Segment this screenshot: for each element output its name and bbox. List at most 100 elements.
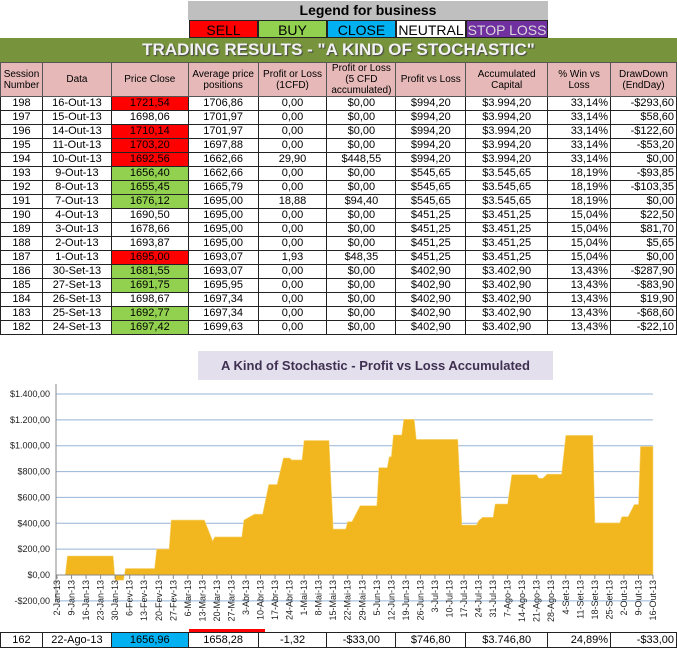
x-tick-label: 27-Mar-13: [226, 580, 236, 622]
cell: 1701,97: [187, 110, 259, 125]
cell: 13,43%: [547, 320, 611, 335]
cell: 0,00: [257, 264, 328, 279]
cell: 1693,87: [110, 236, 189, 251]
cell: 8-Out-13: [41, 180, 112, 195]
page-title: TRADING RESULTS - "A KIND OF STOCHASTIC": [0, 38, 677, 62]
cell: 24-Set-13: [41, 320, 112, 335]
x-tick-label: 25-Set-13: [604, 580, 614, 620]
y-tick-label: $1.200,00: [10, 415, 50, 425]
cell: $3.545,65: [465, 166, 549, 181]
x-tick-label: 13-Fev-13: [139, 580, 149, 621]
y-tick-label: -$200,00: [14, 596, 50, 606]
cell: 29,90: [257, 152, 328, 167]
cell: 1692,56: [110, 152, 189, 167]
cell: 18,19%: [547, 194, 611, 209]
cell: -$53,20: [610, 138, 677, 153]
table-row: 198 16-Out-13 1721,54 1706,86 0,00 $0,00 $994,…: [0, 96, 677, 111]
cell: 1695,00: [187, 194, 259, 209]
results-table-bottom: 162 22-Ago-13 1656,96 1658,28 -1,32 -$33,00 $7…: [0, 632, 677, 648]
x-tick-label: 13-Mar-13: [197, 580, 207, 622]
x-tick-label: 16-Jan-13: [81, 580, 91, 621]
cell: $58,60: [610, 110, 677, 125]
cell: 186: [0, 264, 43, 279]
cell: 1662,66: [187, 152, 259, 167]
cell: -$293,60: [610, 96, 677, 111]
x-tick-label: 30-Jan-13: [110, 580, 120, 621]
cell: 30-Set-13: [41, 264, 112, 279]
cell: $994,20: [395, 110, 467, 125]
x-tick-label: 29-Mai-13: [357, 580, 367, 621]
cell: 0,00: [257, 180, 328, 195]
x-tick-label: 6-Fev-13: [125, 580, 135, 616]
x-tick-label: 19-Jun-13: [401, 580, 411, 621]
cell: 183: [0, 306, 43, 321]
table-row: 186 30-Set-13 1681,55 1693,07 0,00 $0,00 $402,…: [0, 264, 677, 279]
cell: $3.545,65: [465, 194, 549, 209]
cell: 15-Out-13: [41, 110, 112, 125]
cell: 24,89%: [547, 632, 612, 648]
cell: 1697,34: [187, 306, 259, 321]
cell: -$22,10: [610, 320, 677, 335]
legend-title: Legend for business: [188, 1, 548, 20]
x-tick-label: 8-Mai-13: [314, 580, 324, 616]
cell: 13,43%: [547, 264, 611, 279]
cell: 13,43%: [547, 292, 611, 307]
table-row: 195 11-Out-13 1703,20 1697,88 0,00 $0,00 $994,…: [0, 138, 677, 153]
cell: $451,25: [395, 236, 467, 251]
cell: $0,00: [326, 96, 397, 111]
cell: $545,65: [395, 166, 467, 181]
cell: $0,00: [326, 278, 397, 293]
cell: $994,20: [395, 124, 467, 139]
cell: $0,00: [610, 152, 677, 167]
cell: $5,65: [610, 236, 677, 251]
cell: 0,00: [257, 236, 328, 251]
cell: $0,00: [610, 194, 677, 209]
cell: $0,00: [326, 110, 397, 125]
cell: $0,00: [326, 264, 397, 279]
cell: $3.402,90: [465, 320, 549, 335]
cell: 1693,07: [187, 264, 259, 279]
cell: $451,25: [395, 250, 467, 265]
cell: -$93,85: [610, 166, 677, 181]
cell: 1698,06: [110, 110, 189, 125]
cell: 0,00: [257, 96, 328, 111]
cell: $0,00: [326, 222, 397, 237]
x-tick-label: 24-Abr-13: [285, 580, 295, 620]
cell: $3.451,25: [465, 236, 549, 251]
table-row: 182 24-Set-13 1697,42 1699,63 0,00 $0,00 $402,…: [0, 320, 677, 335]
x-tick-label: 20-Fev-13: [154, 580, 164, 621]
table-row: 162 22-Ago-13 1656,96 1658,28 -1,32 -$33,00 $7…: [0, 632, 677, 648]
cell: 9-Out-13: [41, 166, 112, 181]
cell: $3.402,90: [465, 306, 549, 321]
table-row: 197 15-Out-13 1698,06 1701,97 0,00 $0,00 $994,…: [0, 110, 677, 125]
x-tick-label: 10-Abr-13: [256, 580, 266, 620]
cell: $3.451,25: [465, 222, 549, 237]
x-tick-label: 24-Jul-13: [474, 580, 484, 618]
x-tick-label: 20-Mar-13: [212, 580, 222, 622]
x-tick-label: 22-Mai-13: [343, 580, 353, 621]
cell: $402,90: [395, 306, 467, 321]
y-tick-label: $400,00: [17, 518, 50, 528]
cell: $545,65: [395, 180, 467, 195]
cell: 7-Out-13: [41, 194, 112, 209]
cell: 1695,95: [187, 278, 259, 293]
profit-chart: A Kind of Stochastic - Profit vs Loss Ac…: [0, 342, 677, 629]
cell: 0,00: [257, 292, 328, 307]
table-row: 187 1-Out-13 1695,00 1693,07 1,93 $48,35 $451,…: [0, 250, 677, 265]
cell: 1691,75: [110, 278, 189, 293]
x-tick-label: 17-Jul-13: [459, 580, 469, 618]
cell: 1681,55: [110, 264, 189, 279]
column-header: Data: [41, 62, 112, 97]
x-tick-label: 4-Set-13: [561, 580, 571, 615]
y-tick-label: $600,00: [17, 492, 50, 502]
cell: 4-Out-13: [41, 208, 112, 223]
cell: $0,00: [326, 124, 397, 139]
cell: 182: [0, 320, 43, 335]
cell: 188: [0, 236, 43, 251]
cell: 1665,79: [187, 180, 259, 195]
x-tick-label: 2-Out-13: [619, 580, 629, 616]
x-tick-label: 9-Out-13: [633, 580, 643, 616]
cell: 187: [0, 250, 43, 265]
table-row: 189 3-Out-13 1678,66 1695,00 0,00 $0,00 $451,2…: [0, 222, 677, 237]
cell: 33,14%: [547, 152, 611, 167]
